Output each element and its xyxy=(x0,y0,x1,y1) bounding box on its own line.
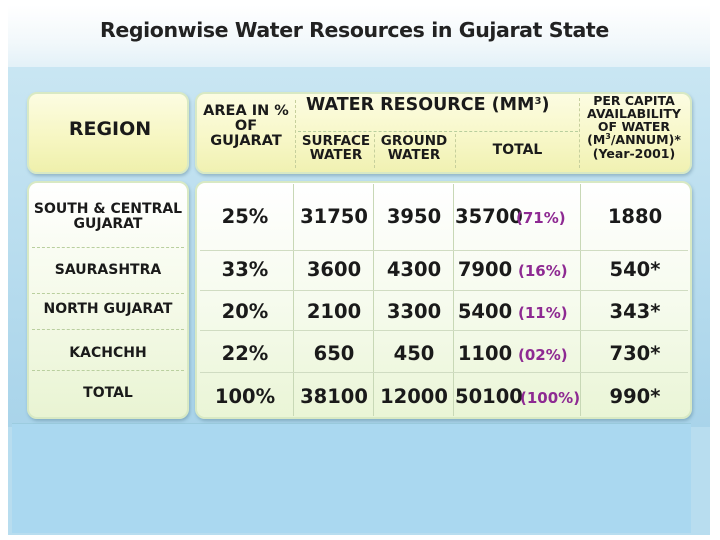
cell-share: (11%) xyxy=(518,304,568,322)
header-per-capita: PER CAPITA AVAILABILITY OF WATER (M3/ANN… xyxy=(580,94,688,160)
cell-ground: 450 xyxy=(393,342,435,365)
row-divider xyxy=(200,330,688,331)
cell-ground: 3950 xyxy=(386,205,442,228)
header-per-capita-unit-post: /ANNUM)* xyxy=(610,132,681,148)
row-divider xyxy=(200,372,688,373)
cell-ground: 4300 xyxy=(386,258,442,281)
header-water-resource-label: WATER RESOURCE (MM xyxy=(306,95,535,115)
cell-ground: 3300 xyxy=(386,300,442,323)
row-label-total: TOTAL xyxy=(83,385,133,401)
header-total: TOTAL xyxy=(492,142,543,158)
header-water-resource-close: ) xyxy=(541,95,550,115)
cell-share: (71%) xyxy=(516,209,566,227)
cell-total: 1100 xyxy=(457,342,513,365)
cell-area: 100% xyxy=(214,385,276,408)
header-area: AREA IN % OF GUJARAT xyxy=(203,103,289,149)
region-list-panel xyxy=(27,181,189,419)
cell-per-capita: 540* xyxy=(609,258,661,281)
row-label-saurashtra: SAURASHTRA xyxy=(54,262,162,278)
cell-total: 5400 xyxy=(457,300,513,323)
header-ground-water: GROUND WATER xyxy=(380,133,448,163)
cell-area: 33% xyxy=(221,258,269,281)
header-divider xyxy=(295,100,296,168)
row-divider xyxy=(32,370,184,371)
header-divider xyxy=(374,134,375,168)
column-divider xyxy=(293,184,294,416)
cell-ground: 12000 xyxy=(380,385,448,408)
cell-surface: 31750 xyxy=(300,205,368,228)
cell-area: 22% xyxy=(221,342,269,365)
header-region: REGION xyxy=(68,118,152,140)
cell-share: (16%) xyxy=(518,262,568,280)
row-divider xyxy=(200,250,688,251)
header-divider xyxy=(455,134,456,168)
cell-per-capita: 730* xyxy=(609,342,661,365)
data-panel xyxy=(195,181,692,419)
header-per-capita-unit-pre: (M xyxy=(587,132,606,148)
cell-per-capita: 343* xyxy=(609,300,661,323)
header-per-capita-label: PER CAPITA AVAILABILITY OF WATER xyxy=(587,93,681,135)
cell-share: (100%) xyxy=(520,389,581,407)
row-label-kachchh: KACHCHH xyxy=(69,345,147,361)
cell-share: (02%) xyxy=(518,346,568,364)
cell-total: 50100 xyxy=(455,385,523,408)
row-label-south-central: SOUTH & CENTRAL GUJARAT xyxy=(33,201,183,232)
header-water-resource-sup: 3 xyxy=(534,96,542,107)
header-divider xyxy=(298,131,578,132)
cell-per-capita: 1880 xyxy=(607,205,663,228)
cell-per-capita: 990* xyxy=(609,385,661,408)
cell-area: 20% xyxy=(221,300,269,323)
cell-area: 25% xyxy=(221,205,269,228)
row-divider xyxy=(200,290,688,291)
header-surface-water: SURFACE WATER xyxy=(301,133,371,163)
page-title: Regionwise Water Resources in Gujarat St… xyxy=(100,18,609,42)
row-divider xyxy=(32,329,184,330)
cell-total: 7900 xyxy=(457,258,513,281)
cell-surface: 2100 xyxy=(306,300,362,323)
row-divider xyxy=(32,293,184,294)
region-header-panel xyxy=(27,92,189,174)
column-divider xyxy=(453,184,454,416)
cell-surface: 650 xyxy=(313,342,355,365)
header-divider xyxy=(579,98,580,168)
column-divider xyxy=(373,184,374,416)
cell-surface: 38100 xyxy=(300,385,368,408)
header-water-resource: WATER RESOURCE (MM3) xyxy=(300,95,578,115)
row-label-north-gujarat: NORTH GUJARAT xyxy=(43,301,173,317)
header-per-capita-year: (Year-2001) xyxy=(592,145,676,161)
bottom-band xyxy=(12,423,691,533)
row-divider xyxy=(32,247,184,248)
column-divider xyxy=(580,184,581,416)
header-per-capita-unit-sup: 3 xyxy=(605,132,611,142)
column-header-panel xyxy=(195,92,692,174)
cell-surface: 3600 xyxy=(306,258,362,281)
cell-total: 35700 xyxy=(455,205,523,228)
